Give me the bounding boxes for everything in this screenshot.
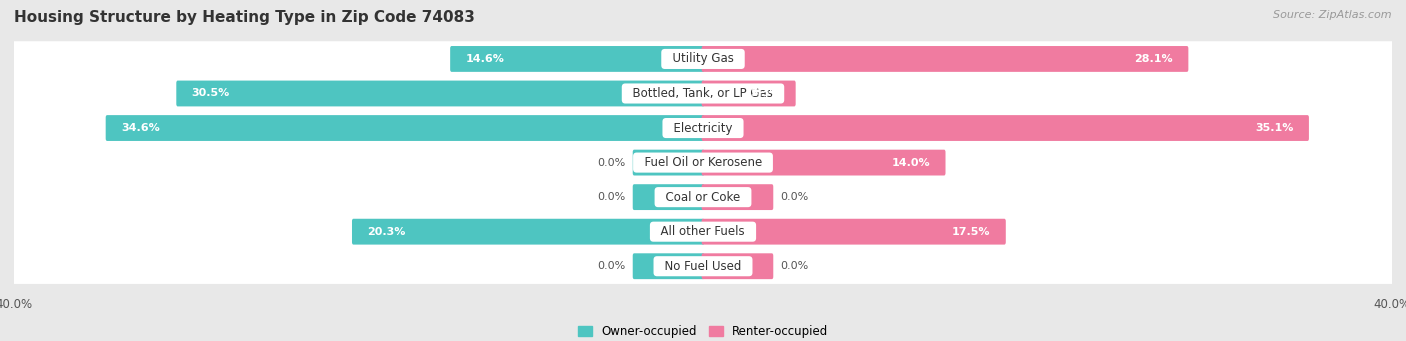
FancyBboxPatch shape xyxy=(702,80,796,106)
Text: 0.0%: 0.0% xyxy=(780,261,808,271)
Text: 5.3%: 5.3% xyxy=(749,89,780,99)
FancyBboxPatch shape xyxy=(13,214,1393,249)
Text: Housing Structure by Heating Type in Zip Code 74083: Housing Structure by Heating Type in Zip… xyxy=(14,10,475,25)
Text: 35.1%: 35.1% xyxy=(1256,123,1294,133)
Text: 14.0%: 14.0% xyxy=(891,158,931,167)
Text: 17.5%: 17.5% xyxy=(952,227,991,237)
FancyBboxPatch shape xyxy=(13,145,1393,180)
FancyBboxPatch shape xyxy=(633,253,704,279)
Text: 0.0%: 0.0% xyxy=(780,192,808,202)
Legend: Owner-occupied, Renter-occupied: Owner-occupied, Renter-occupied xyxy=(572,321,834,341)
FancyBboxPatch shape xyxy=(702,184,773,210)
FancyBboxPatch shape xyxy=(176,80,704,106)
FancyBboxPatch shape xyxy=(702,46,1188,72)
Text: All other Fuels: All other Fuels xyxy=(654,225,752,238)
Text: 0.0%: 0.0% xyxy=(598,261,626,271)
Text: Fuel Oil or Kerosene: Fuel Oil or Kerosene xyxy=(637,156,769,169)
FancyBboxPatch shape xyxy=(352,219,704,244)
Text: 34.6%: 34.6% xyxy=(121,123,160,133)
FancyBboxPatch shape xyxy=(13,249,1393,284)
Text: No Fuel Used: No Fuel Used xyxy=(657,260,749,273)
Text: Source: ZipAtlas.com: Source: ZipAtlas.com xyxy=(1274,10,1392,20)
FancyBboxPatch shape xyxy=(702,150,945,176)
FancyBboxPatch shape xyxy=(702,253,773,279)
Text: Bottled, Tank, or LP Gas: Bottled, Tank, or LP Gas xyxy=(626,87,780,100)
FancyBboxPatch shape xyxy=(702,115,1309,141)
FancyBboxPatch shape xyxy=(105,115,704,141)
Text: 0.0%: 0.0% xyxy=(598,158,626,167)
Text: Coal or Coke: Coal or Coke xyxy=(658,191,748,204)
FancyBboxPatch shape xyxy=(633,150,704,176)
Text: 14.6%: 14.6% xyxy=(465,54,505,64)
Text: 30.5%: 30.5% xyxy=(191,89,229,99)
Text: Electricity: Electricity xyxy=(666,121,740,135)
Text: 20.3%: 20.3% xyxy=(367,227,405,237)
FancyBboxPatch shape xyxy=(13,179,1393,215)
FancyBboxPatch shape xyxy=(633,184,704,210)
FancyBboxPatch shape xyxy=(13,110,1393,146)
FancyBboxPatch shape xyxy=(13,41,1393,77)
Text: 0.0%: 0.0% xyxy=(598,192,626,202)
FancyBboxPatch shape xyxy=(702,219,1005,244)
FancyBboxPatch shape xyxy=(450,46,704,72)
FancyBboxPatch shape xyxy=(13,76,1393,111)
Text: 28.1%: 28.1% xyxy=(1135,54,1173,64)
Text: Utility Gas: Utility Gas xyxy=(665,53,741,65)
